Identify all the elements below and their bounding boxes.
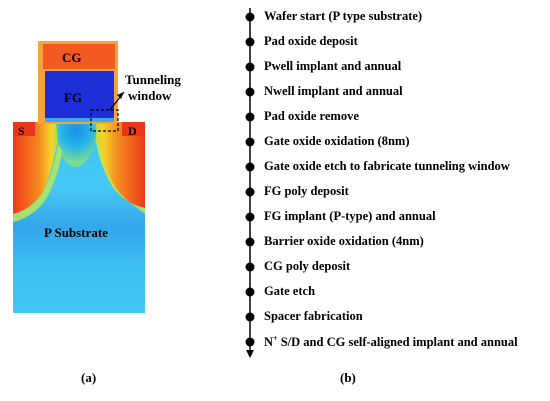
- timeline-dot-14: [245, 337, 255, 347]
- caption-b: (b): [340, 370, 356, 385]
- fg-label: FG: [64, 90, 83, 105]
- substrate-label: P Substrate: [44, 225, 108, 240]
- source-contact: [13, 122, 35, 136]
- timeline-dot-3: [245, 62, 255, 72]
- cg-label: CG: [62, 50, 82, 65]
- timeline-dot-7: [245, 162, 255, 172]
- step-3: Pwell implant and annual: [264, 59, 402, 73]
- step-5: Pad oxide remove: [264, 109, 359, 123]
- source-diffusion: [13, 122, 60, 214]
- step-13: Spacer fabrication: [264, 309, 363, 323]
- step-14-prefix: N: [264, 335, 274, 350]
- control-gate: [43, 44, 115, 69]
- step-1: Wafer start (P type substrate): [264, 9, 423, 23]
- step-8: FG poly deposit: [264, 184, 349, 198]
- timeline-dot-2: [245, 37, 255, 47]
- drain-label: D: [128, 124, 137, 138]
- step-14-text: S/D and CG self-aligned implant and annu…: [280, 335, 518, 350]
- channel-region: [56, 122, 97, 167]
- step-6: Gate oxide oxidation (8nm): [264, 134, 410, 148]
- step-7: Gate oxide etch to fabricate tunneling w…: [264, 159, 510, 173]
- timeline-dot-5: [245, 112, 255, 122]
- step-9: FG implant (P-type) and annual: [264, 209, 436, 223]
- tunneling-window-label-line2: window: [128, 88, 172, 103]
- step-2: Pad oxide deposit: [264, 34, 358, 48]
- timeline-arrowhead: [246, 350, 254, 358]
- timeline-dot-12: [245, 287, 255, 297]
- floating-gate: [45, 71, 114, 122]
- tunneling-window-box: [90, 109, 119, 132]
- timeline-dot-8: [245, 187, 255, 197]
- timeline-dot-1: [245, 12, 255, 22]
- step-14: N+ S/D and CG self-aligned implant and a…: [264, 334, 518, 350]
- timeline-dot-6: [245, 137, 255, 147]
- step-10: Barrier oxide oxidation (4nm): [264, 234, 424, 248]
- timeline-dot-13: [245, 312, 255, 322]
- timeline-dot-9: [245, 212, 255, 222]
- timeline-dot-11: [245, 262, 255, 272]
- source-label: S: [18, 124, 25, 138]
- drain-diffusion: [92, 122, 145, 208]
- drain-contact: [122, 122, 145, 136]
- step-12: Gate etch: [264, 284, 316, 298]
- tunneling-window-label-line1: Tunneling: [125, 72, 181, 87]
- step-11: CG poly deposit: [264, 259, 351, 273]
- step-4: Nwell implant and annual: [264, 84, 403, 98]
- timeline-dot-4: [245, 87, 255, 97]
- step-14-superscript: +: [273, 334, 278, 343]
- timeline-dot-10: [245, 237, 255, 247]
- caption-a: (a): [81, 370, 97, 385]
